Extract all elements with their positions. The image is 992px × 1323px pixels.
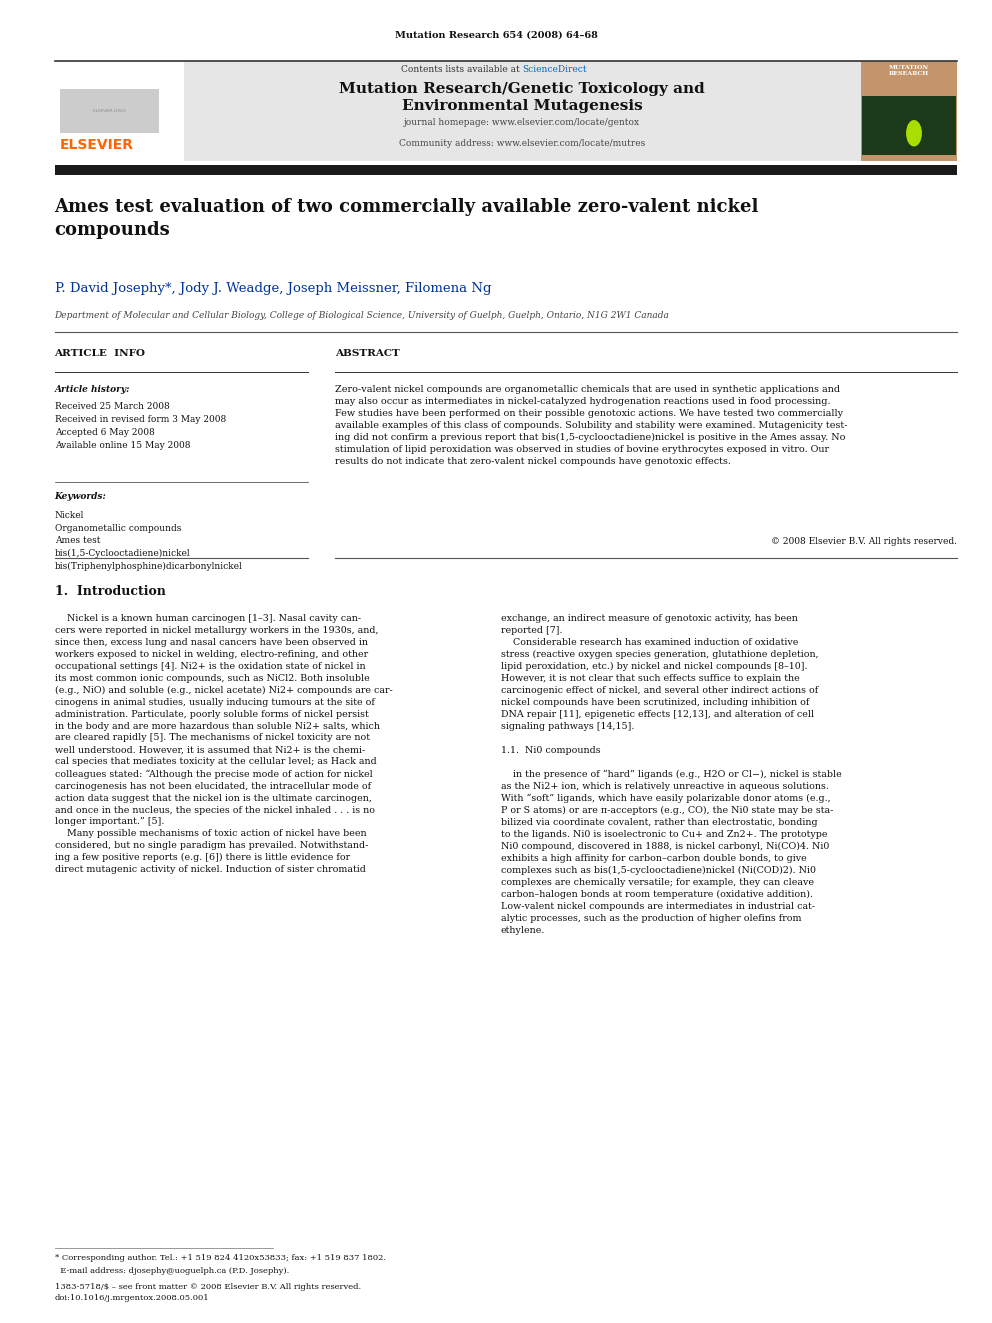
Text: exchange, an indirect measure of genotoxic activity, has been
reported [7].
    : exchange, an indirect measure of genotox… [501, 614, 841, 935]
Text: Department of Molecular and Cellular Biology, College of Biological Science, Uni: Department of Molecular and Cellular Bio… [55, 311, 670, 320]
Ellipse shape [906, 120, 922, 147]
Text: journal homepage: www.elsevier.com/locate/gentox: journal homepage: www.elsevier.com/locat… [404, 118, 641, 127]
Text: 1.  Introduction: 1. Introduction [55, 585, 166, 598]
Text: Nickel is a known human carcinogen [1–3]. Nasal cavity can-
cers were reported i: Nickel is a known human carcinogen [1–3]… [55, 614, 392, 875]
Text: * Corresponding author. Tel.: +1 519 824 4120x53833; fax: +1 519 837 1802.: * Corresponding author. Tel.: +1 519 824… [55, 1254, 386, 1262]
Bar [862, 97, 956, 155]
Text: Community address: www.elsevier.com/locate/mutres: Community address: www.elsevier.com/loca… [399, 139, 646, 148]
Text: Article history:: Article history: [55, 385, 130, 394]
Bar [55, 61, 184, 161]
Bar [60, 89, 159, 134]
Text: ABSTRACT: ABSTRACT [335, 349, 400, 359]
Bar [55, 165, 957, 175]
Text: E-mail address: djosephy@uoguelph.ca (P.D. Josephy).: E-mail address: djosephy@uoguelph.ca (P.… [55, 1267, 289, 1275]
Text: ARTICLE  INFO: ARTICLE INFO [55, 349, 146, 359]
Text: Keywords:: Keywords: [55, 492, 106, 501]
Text: © 2008 Elsevier B.V. All rights reserved.: © 2008 Elsevier B.V. All rights reserved… [772, 537, 957, 546]
Bar [184, 61, 861, 161]
Text: Zero-valent nickel compounds are organometallic chemicals that are used in synth: Zero-valent nickel compounds are organom… [335, 385, 848, 466]
Text: Mutation Research 654 (2008) 64–68: Mutation Research 654 (2008) 64–68 [395, 30, 597, 40]
Text: 1383-5718/$ – see front matter © 2008 Elsevier B.V. All rights reserved.
doi:10.: 1383-5718/$ – see front matter © 2008 El… [55, 1283, 361, 1302]
Text: Mutation Research/Genetic Toxicology and
Environmental Mutagenesis: Mutation Research/Genetic Toxicology and… [339, 82, 705, 114]
Text: Contents lists available at: Contents lists available at [401, 65, 522, 74]
Text: ELSEVIER: ELSEVIER [60, 138, 134, 152]
Text: Ames test evaluation of two commercially available zero-valent nickel
compounds: Ames test evaluation of two commercially… [55, 198, 759, 239]
Text: ELSEVIER LOGO: ELSEVIER LOGO [92, 108, 126, 112]
Text: Received 25 March 2008
Received in revised form 3 May 2008
Accepted 6 May 2008
A: Received 25 March 2008 Received in revis… [55, 402, 226, 450]
Bar [861, 61, 957, 161]
Text: MUTATION
RESEARCH: MUTATION RESEARCH [889, 65, 930, 75]
Text: P. David Josephy*, Jody J. Weadge, Joseph Meissner, Filomena Ng: P. David Josephy*, Jody J. Weadge, Josep… [55, 282, 491, 295]
Text: ScienceDirect: ScienceDirect [522, 65, 587, 74]
Text: Nickel
Organometallic compounds
Ames test
bis(1,5-Cyclooctadiene)nickel
bis(Trip: Nickel Organometallic compounds Ames tes… [55, 511, 242, 572]
